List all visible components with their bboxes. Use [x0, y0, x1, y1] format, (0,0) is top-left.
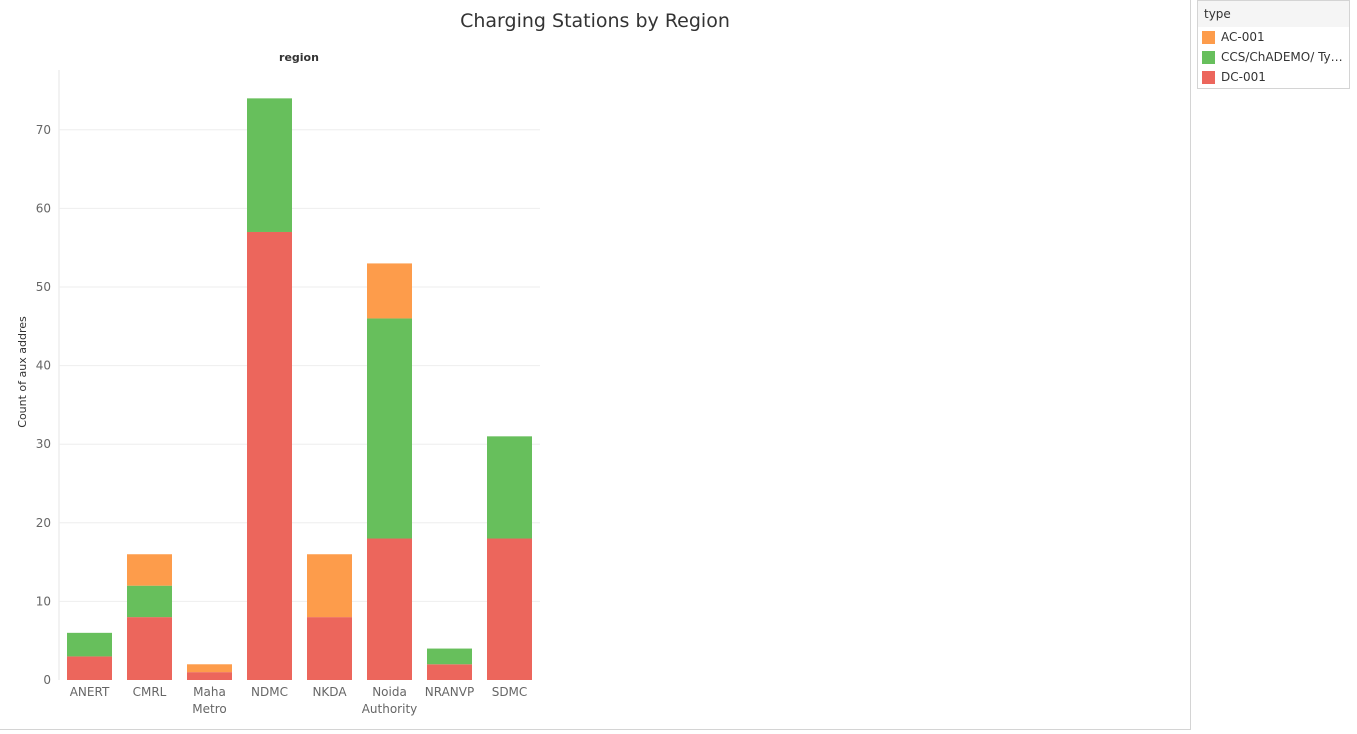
legend-title: type: [1198, 1, 1349, 27]
bottom-border: [0, 729, 1191, 730]
legend-label: DC-001: [1221, 70, 1266, 84]
x-tick-label: NKDA: [312, 685, 347, 699]
bar-segment[interactable]: [367, 263, 412, 319]
bar-segment[interactable]: [247, 98, 292, 232]
bar-segment[interactable]: [67, 632, 112, 657]
bar-segment[interactable]: [487, 538, 532, 680]
y-axis-title: Count of aux addres: [16, 316, 29, 428]
y-tick-label: 0: [43, 673, 51, 687]
y-tick-label: 70: [36, 123, 51, 137]
bar-segment[interactable]: [367, 318, 412, 539]
x-tick-label: Maha Metro: [192, 685, 226, 716]
bar-segment[interactable]: [127, 554, 172, 586]
x-tick-label: Noida Authority: [362, 685, 418, 716]
chart-title: Charging Stations by Region: [460, 10, 730, 32]
legend-item-ac-001[interactable]: AC-001: [1198, 27, 1349, 47]
y-tick-label: 40: [36, 359, 51, 373]
bar-chart: region Count of aux addres 0 10 20 30 40 50 60…: [16, 51, 540, 716]
legend-swatch: [1202, 70, 1215, 84]
pane-divider: [1190, 0, 1191, 730]
y-tick-label: 20: [36, 516, 51, 530]
legend-label: CCS/ChADEMO/ Type..: [1221, 50, 1346, 64]
bar-segment[interactable]: [187, 664, 232, 673]
legend-item-ccs-chademo[interactable]: CCS/ChADEMO/ Type..: [1198, 47, 1349, 67]
y-tick-label: 30: [36, 437, 51, 451]
x-tick-label: ANERT: [70, 685, 110, 699]
y-tick-label: 60: [36, 201, 51, 215]
y-tick-label: 10: [36, 594, 51, 608]
bar-segment[interactable]: [127, 617, 172, 680]
y-tick-labels: 0 10 20 30 40 50 60 70: [36, 123, 51, 687]
bar-segment[interactable]: [367, 538, 412, 680]
x-tick-label: NDMC: [251, 685, 288, 699]
legend-swatch: [1202, 50, 1215, 64]
column-header: region: [279, 51, 319, 64]
x-tick-label: SDMC: [492, 685, 528, 699]
bar-segment[interactable]: [307, 554, 352, 618]
gridlines: [59, 129, 540, 602]
bar-segment[interactable]: [187, 672, 232, 680]
bar-segment[interactable]: [427, 648, 472, 665]
legend-label: AC-001: [1221, 30, 1265, 44]
x-tick-labels: ANERT CMRL Maha Metro NDMC NKDA Noida Authority…: [70, 685, 528, 716]
x-tick-label: CMRL: [133, 685, 167, 699]
legend: type AC-001 CCS/ChADEMO/ Type.. DC-001: [1197, 0, 1350, 89]
bar-segment[interactable]: [127, 585, 172, 618]
bar-segment[interactable]: [247, 231, 292, 681]
bar-segment[interactable]: [307, 617, 352, 680]
y-tick-label: 50: [36, 280, 51, 294]
legend-swatch: [1202, 30, 1215, 44]
bar-segment[interactable]: [427, 664, 472, 680]
legend-item-dc-001[interactable]: DC-001: [1198, 67, 1349, 87]
bar-segment[interactable]: [487, 436, 532, 539]
x-tick-label: NRANVP: [425, 685, 474, 699]
bar-segment[interactable]: [67, 656, 112, 680]
bars: [67, 98, 532, 681]
